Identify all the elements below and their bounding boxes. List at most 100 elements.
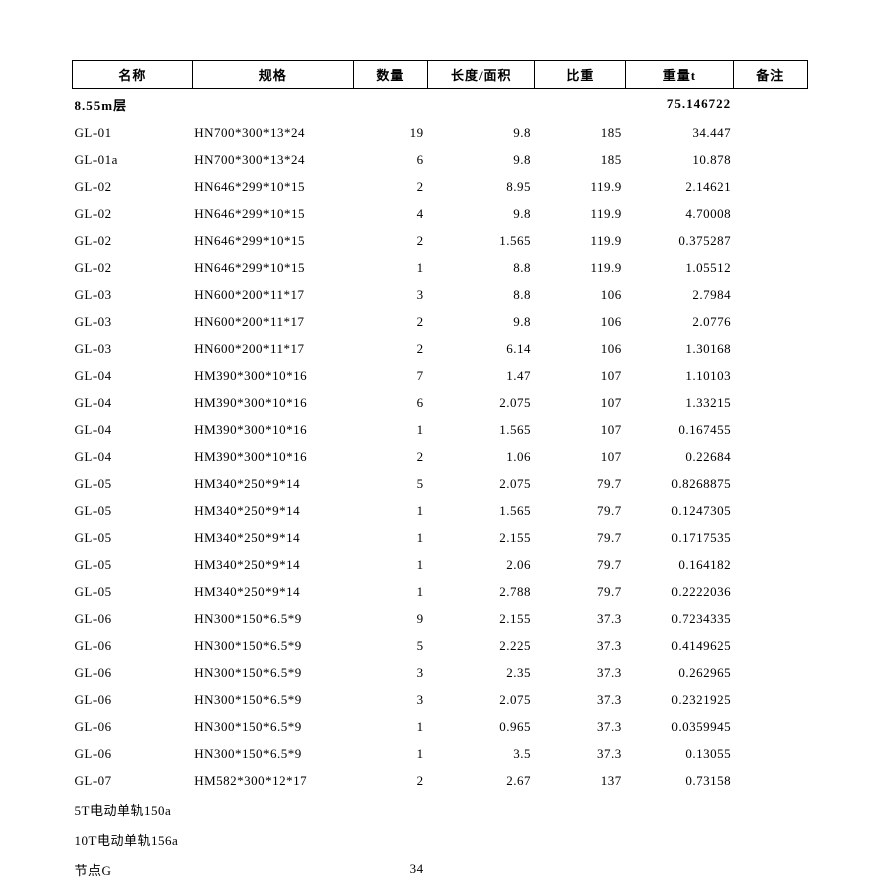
cell-ratio: 37.3 <box>535 605 626 632</box>
cell-weight: 0.164182 <box>626 551 733 578</box>
cell-spec: HN300*150*6.5*9 <box>192 740 353 767</box>
cell-qty: 19 <box>353 119 427 146</box>
cell-name: GL-01a <box>73 146 193 173</box>
cell-spec: HN646*299*10*15 <box>192 254 353 281</box>
cell-area: 1.565 <box>428 227 535 254</box>
cell-ratio: 106 <box>535 281 626 308</box>
cell-qty: 5 <box>353 632 427 659</box>
table-row: GL-03HN600*200*11*1726.141061.30168 <box>73 335 808 362</box>
cell-ratio: 79.7 <box>535 551 626 578</box>
cell-qty: 2 <box>353 308 427 335</box>
cell-note <box>733 497 807 524</box>
cell-name: GL-06 <box>73 740 193 767</box>
cell-weight: 2.14621 <box>626 173 733 200</box>
cell-area: 2.67 <box>428 767 535 794</box>
cell-ratio: 119.9 <box>535 173 626 200</box>
table-row: GL-02HN646*299*10*1528.95119.92.14621 <box>73 173 808 200</box>
cell-area: 8.95 <box>428 173 535 200</box>
cell-ratio: 79.7 <box>535 524 626 551</box>
cell-note <box>733 416 807 443</box>
table-row: GL-06HN300*150*6.5*910.96537.30.0359945 <box>73 713 808 740</box>
col-area-header: 长度/面积 <box>428 61 535 89</box>
cell-qty: 2 <box>353 335 427 362</box>
cell-qty: 1 <box>353 740 427 767</box>
cell-area: 0.965 <box>428 713 535 740</box>
cell-note <box>733 254 807 281</box>
cell-ratio: 37.3 <box>535 632 626 659</box>
col-note-header: 备注 <box>733 61 807 89</box>
cell-note <box>733 524 807 551</box>
cell-qty: 2 <box>353 173 427 200</box>
cell-ratio: 119.9 <box>535 227 626 254</box>
cell-qty: 1 <box>353 713 427 740</box>
cell-qty: 9 <box>353 605 427 632</box>
table-row: GL-06HN300*150*6.5*992.15537.30.7234335 <box>73 605 808 632</box>
table-row: GL-05HM340*250*9*1412.78879.70.2222036 <box>73 578 808 605</box>
cell-weight: 0.167455 <box>626 416 733 443</box>
cell-note <box>733 659 807 686</box>
cell-qty: 2 <box>353 443 427 470</box>
cell-name: GL-03 <box>73 308 193 335</box>
table-row: GL-05HM340*250*9*1412.15579.70.1717535 <box>73 524 808 551</box>
cell-note <box>733 227 807 254</box>
cell-ratio: 107 <box>535 389 626 416</box>
table-row: 5T电动单轨150a <box>73 794 808 824</box>
cell-weight: 0.262965 <box>626 659 733 686</box>
cell-weight: 34.447 <box>626 119 733 146</box>
cell-qty: 1 <box>353 578 427 605</box>
cell-name: 5T电动单轨150a <box>73 794 193 824</box>
cell-weight: 0.8268875 <box>626 470 733 497</box>
cell-qty: 6 <box>353 389 427 416</box>
table-row: GL-04HM390*300*10*1621.061070.22684 <box>73 443 808 470</box>
cell-note <box>733 632 807 659</box>
cell-weight: 0.73158 <box>626 767 733 794</box>
table-row: GL-01HN700*300*13*24199.818534.447 <box>73 119 808 146</box>
cell-ratio: 119.9 <box>535 254 626 281</box>
materials-table: 名称 规格 数量 长度/面积 比重 重量t 备注 8.55m层75.146722… <box>72 60 808 884</box>
cell-name: GL-03 <box>73 281 193 308</box>
cell-spec: HN300*150*6.5*9 <box>192 605 353 632</box>
cell-note <box>733 713 807 740</box>
cell-spec: HN646*299*10*15 <box>192 173 353 200</box>
cell-qty: 3 <box>353 281 427 308</box>
section-total: 75.146722 <box>626 89 733 120</box>
cell-weight: 0.22684 <box>626 443 733 470</box>
cell-name: GL-05 <box>73 524 193 551</box>
cell-area: 2.225 <box>428 632 535 659</box>
cell-qty: 6 <box>353 146 427 173</box>
cell-name: GL-06 <box>73 659 193 686</box>
table-row: GL-01aHN700*300*13*2469.818510.878 <box>73 146 808 173</box>
cell-note <box>733 335 807 362</box>
cell-area: 9.8 <box>428 308 535 335</box>
cell-spec: HN300*150*6.5*9 <box>192 659 353 686</box>
cell-ratio: 119.9 <box>535 200 626 227</box>
cell-name: GL-06 <box>73 632 193 659</box>
cell-note <box>733 551 807 578</box>
cell-name: GL-01 <box>73 119 193 146</box>
col-qty-header: 数量 <box>353 61 427 89</box>
table-row: GL-03HN600*200*11*1738.81062.7984 <box>73 281 808 308</box>
cell-area: 9.8 <box>428 119 535 146</box>
cell-spec: HN600*200*11*17 <box>192 335 353 362</box>
cell-name: GL-06 <box>73 605 193 632</box>
cell-area: 6.14 <box>428 335 535 362</box>
col-name-header: 名称 <box>73 61 193 89</box>
cell-spec: HM340*250*9*14 <box>192 551 353 578</box>
table-row: GL-02HN646*299*10*1549.8119.94.70008 <box>73 200 808 227</box>
cell-area: 2.35 <box>428 659 535 686</box>
cell-ratio: 79.7 <box>535 470 626 497</box>
cell-area <box>428 824 535 854</box>
cell-qty: 1 <box>353 254 427 281</box>
cell-weight: 1.30168 <box>626 335 733 362</box>
cell-note <box>733 173 807 200</box>
cell-ratio: 79.7 <box>535 578 626 605</box>
cell-name: GL-02 <box>73 173 193 200</box>
cell-note <box>733 740 807 767</box>
cell-name: GL-05 <box>73 578 193 605</box>
table-row: GL-05HM340*250*9*1412.0679.70.164182 <box>73 551 808 578</box>
cell-name: GL-03 <box>73 335 193 362</box>
cell-note <box>733 794 807 824</box>
cell-spec: HM340*250*9*14 <box>192 497 353 524</box>
cell-ratio: 107 <box>535 443 626 470</box>
cell-name: GL-02 <box>73 200 193 227</box>
